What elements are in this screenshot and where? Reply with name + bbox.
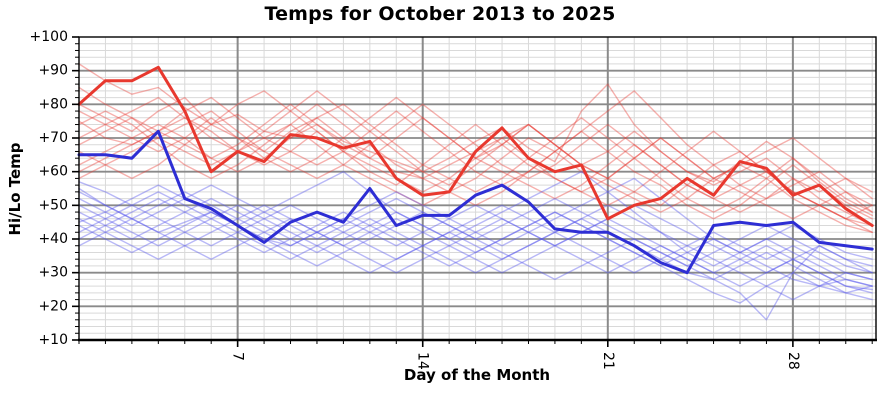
x-tick-label: 21 — [600, 352, 616, 370]
series-2016-hi — [78, 96, 873, 220]
series-2013-lo — [78, 187, 873, 294]
series-2023-lo — [78, 177, 873, 260]
series-2017-lo — [78, 204, 873, 301]
series-2017-hi — [78, 103, 873, 213]
y-tick-label: +40 — [38, 231, 68, 247]
y-tick-label: +10 — [38, 332, 68, 348]
series-2024-lo — [78, 170, 873, 287]
y-tick-label: +20 — [38, 298, 68, 314]
series-2020-lo — [78, 184, 873, 274]
series-2019-lo — [78, 218, 873, 291]
y-tick-label: +80 — [38, 96, 68, 112]
y-tick-label: +30 — [38, 265, 68, 281]
series-2025-lo — [77, 129, 874, 275]
series-2022-hi — [78, 90, 873, 213]
series-2021-lo — [78, 204, 873, 274]
series-2024-hi — [78, 96, 873, 193]
plot-frame — [78, 36, 877, 341]
series-2014-lo — [78, 197, 873, 287]
series-2023-hi — [78, 117, 873, 200]
series-2019-hi — [78, 86, 873, 227]
x-tick-label: 14 — [415, 352, 431, 370]
series-2025-hi — [77, 65, 874, 227]
series-2016-lo — [78, 181, 873, 281]
series-2020-hi — [78, 103, 873, 234]
x-tick-label: 28 — [785, 352, 801, 370]
chart-title: Temps for October 2013 to 2025 — [264, 3, 616, 25]
series-2021-hi — [78, 90, 873, 220]
x-tick-label: 7 — [230, 352, 246, 361]
y-tick-label: +70 — [38, 130, 68, 146]
series-2015-lo — [78, 191, 873, 301]
x-axis-label: Day of the Month — [403, 366, 551, 384]
y-tick-label: +50 — [38, 197, 68, 213]
y-tick-label: +90 — [38, 63, 68, 79]
y-tick-label: +60 — [38, 164, 68, 180]
series-2018-hi — [78, 90, 873, 220]
series-2022-lo — [78, 197, 873, 304]
series-2018-lo — [78, 211, 873, 321]
series-2015-hi — [78, 117, 873, 234]
y-tick-label: +100 — [30, 29, 68, 45]
y-axis-label: Hi/Lo Temp — [6, 142, 24, 236]
